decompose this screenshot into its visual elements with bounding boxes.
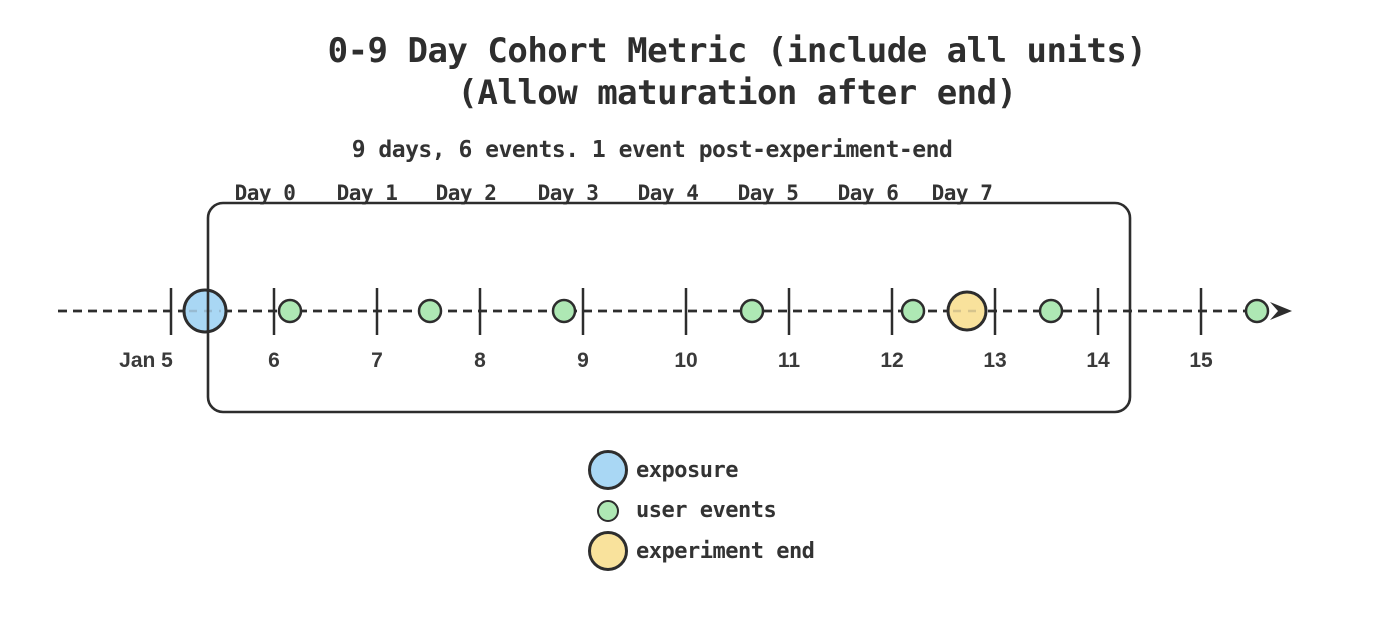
legend-label: exposure (636, 457, 738, 483)
title-line-2: (Allow maturation after end) (457, 73, 1017, 113)
date-tick-label: 15 (1189, 349, 1213, 372)
figure-title: 0-9 Day Cohort Metric (include all units… (328, 30, 1147, 114)
experiment-end-legend-icon (588, 531, 628, 572)
day-label: Day 5 (738, 181, 799, 205)
legend-label: user events (636, 498, 777, 524)
date-tick-label: 12 (880, 349, 903, 372)
exposure-marker (182, 288, 228, 334)
day-label: Day 3 (538, 181, 599, 205)
experiment-end-marker (946, 290, 988, 332)
user-event-marker (1244, 298, 1270, 324)
date-tick-label: 13 (983, 349, 1006, 372)
legend-label: experiment end (636, 538, 815, 564)
day-label: Day 4 (638, 181, 699, 205)
date-tick-label: 7 (371, 349, 383, 372)
date-tick-label: 6 (268, 349, 280, 372)
legend-row-user-event: user events (588, 491, 814, 532)
user-event-marker (277, 298, 303, 324)
exposure-legend-icon (588, 450, 628, 491)
user-event-marker (551, 298, 577, 324)
figure-subtitle: 9 days, 6 events. 1 event post-experimen… (351, 137, 953, 163)
legend-row-exposure: exposure (588, 450, 814, 491)
user-event-marker (900, 298, 926, 324)
legend: exposure user events experiment end (588, 450, 815, 572)
date-tick-label: 10 (674, 349, 697, 372)
user-event-marker (417, 298, 443, 324)
date-tick-label: 11 (778, 349, 801, 372)
day-label: Day 6 (838, 181, 899, 205)
day-label: Day 0 (235, 181, 296, 205)
date-tick-label: Jan 5 (119, 349, 173, 372)
title-line-1: 0-9 Day Cohort Metric (include all units… (327, 31, 1147, 71)
date-tick-label: 9 (577, 349, 589, 372)
measurement-window-box (206, 201, 1132, 414)
day-label: Day 7 (932, 181, 993, 205)
legend-row-experiment-end: experiment end (588, 531, 815, 572)
day-label: Day 1 (337, 181, 398, 205)
date-tick-label: 14 (1086, 349, 1110, 372)
user-event-marker (739, 298, 765, 324)
user-event-marker (1038, 298, 1064, 324)
axis-arrowhead (1270, 302, 1292, 320)
date-tick-label: 8 (474, 349, 486, 372)
day-label: Day 2 (436, 181, 497, 205)
user-event-legend-icon (597, 499, 619, 522)
